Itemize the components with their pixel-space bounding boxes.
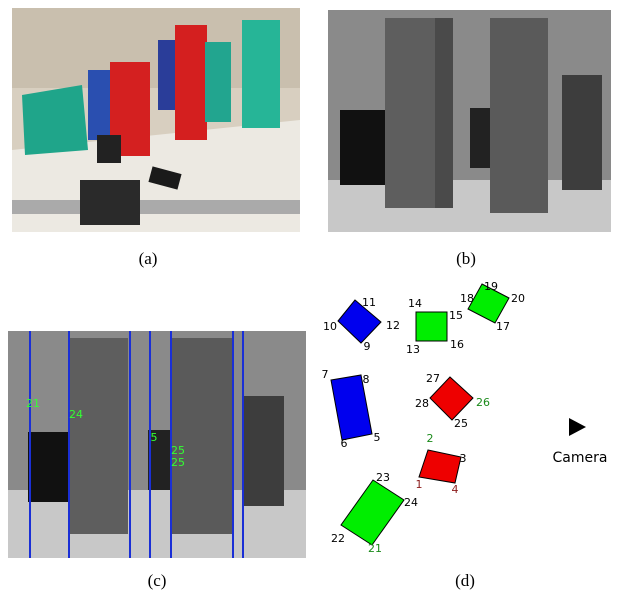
corner-label: 25: [454, 417, 468, 430]
photo-a: [12, 8, 300, 232]
caption: (a): [139, 249, 158, 268]
corner-label: 21: [368, 542, 382, 555]
corner-label: 2: [427, 432, 434, 445]
caption: (c): [148, 571, 167, 590]
diagram-d: [331, 284, 586, 545]
feature-label: 25: [171, 456, 185, 469]
corner-label: 10: [323, 320, 337, 333]
corner-label: 23: [376, 471, 390, 484]
corner-label: 9: [364, 340, 371, 353]
corner-label: 4: [452, 483, 459, 496]
corner-label: 7: [322, 368, 329, 381]
caption: (d): [455, 571, 475, 590]
corner-label: 28: [415, 397, 429, 410]
camera-label: Camera: [553, 450, 608, 466]
corner-label: 27: [426, 372, 440, 385]
corner-label: 6: [341, 437, 348, 450]
corner-label: 12: [386, 319, 400, 332]
corner-label: 17: [496, 320, 510, 333]
feature-label: 21: [26, 397, 40, 410]
corner-label: 13: [406, 343, 420, 356]
corner-label: 26: [476, 396, 490, 409]
corner-label: 5: [374, 431, 381, 444]
corner-label: 24: [404, 496, 418, 509]
corner-label: 8: [363, 373, 370, 386]
corner-label: 3: [460, 452, 467, 465]
corner-label: 16: [450, 338, 464, 351]
corner-label: 1: [416, 478, 423, 491]
caption: (b): [456, 249, 476, 268]
figure: (a)(b)(c)(d)2124525251110129141513161918…: [0, 0, 619, 594]
corner-label: 22: [331, 532, 345, 545]
corner-label: 20: [511, 292, 525, 305]
corner-label: 19: [484, 280, 498, 293]
feature-label: 5: [151, 431, 158, 444]
corner-label: 14: [408, 297, 422, 310]
corner-label: 18: [460, 292, 474, 305]
corner-label: 15: [449, 309, 463, 322]
photo-c: [8, 331, 306, 558]
corner-label: 11: [362, 296, 376, 309]
photo-b: [328, 10, 611, 232]
feature-label: 24: [69, 408, 83, 421]
